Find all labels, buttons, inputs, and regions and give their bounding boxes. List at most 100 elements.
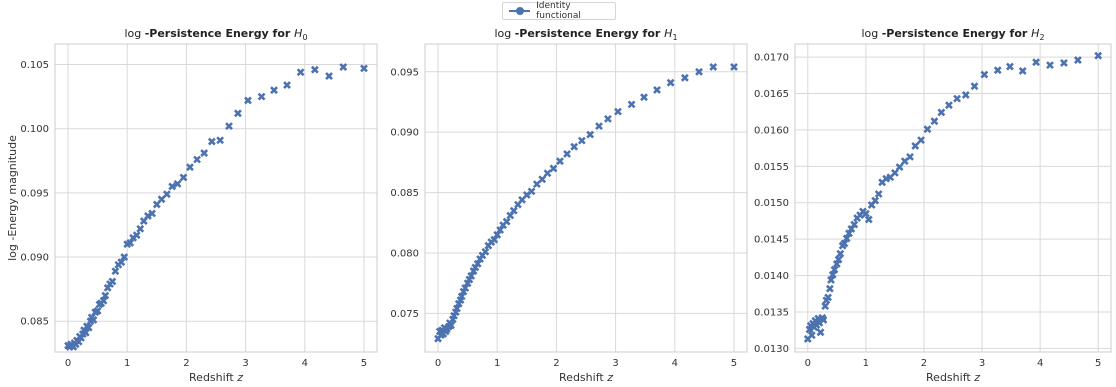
data-point [906, 152, 914, 161]
plot-area [425, 44, 747, 352]
data-point [270, 86, 278, 95]
data-point [148, 209, 156, 218]
data-point [1060, 59, 1068, 67]
legend-marker-dot [516, 7, 524, 15]
data-point [695, 67, 703, 76]
data-point [502, 217, 511, 226]
data-point [666, 78, 675, 87]
data-point [614, 107, 622, 116]
data-point [653, 85, 661, 94]
data-point [842, 234, 851, 243]
y-tick-label: 0.080 [390, 248, 419, 259]
y-tick-label: 0.090 [20, 253, 49, 264]
data-point [895, 163, 904, 171]
plot-frame [794, 43, 1112, 353]
data-point [453, 304, 461, 313]
data-point [132, 231, 141, 240]
data-point [563, 149, 571, 158]
y-axis-label: log -Energy magnitude [6, 135, 19, 261]
data-point [461, 284, 470, 292]
data-point [207, 137, 216, 146]
data-point [179, 173, 188, 182]
data-point [89, 315, 98, 324]
y-tick-label: 0.105 [20, 60, 49, 71]
data-point [1032, 58, 1040, 67]
data-point [832, 259, 841, 268]
data-point [473, 259, 482, 268]
y-tick-label: 0.075 [390, 309, 419, 320]
y-tick-label: 0.085 [20, 317, 49, 328]
x-tick-label: 1 [494, 358, 500, 369]
data-point [117, 258, 126, 267]
data-point [864, 215, 873, 224]
data-point [108, 277, 117, 286]
chart-title: log -Persistence Energy for H1 [494, 27, 677, 42]
data-point [836, 249, 845, 258]
data-point [961, 91, 970, 99]
data-point [570, 142, 579, 151]
x-tick-label: 0 [65, 358, 71, 369]
y-tick-label: 0.095 [20, 188, 49, 199]
chart-panel-0: 0 1 2 3 4 5 0.085 0.090 0.095 0.100 0.105 log -Pers… [6, 27, 378, 384]
chart-title: log -Persistence Energy for H0 [124, 27, 307, 42]
data-point [871, 196, 880, 205]
data-point [162, 190, 171, 199]
data-point [193, 155, 201, 164]
data-point [538, 175, 547, 184]
data-point [467, 271, 476, 280]
data-point [890, 168, 899, 177]
data-point [186, 163, 194, 172]
x-tick-label: 2 [921, 358, 927, 369]
data-point [168, 182, 177, 191]
x-tick-label: 0 [435, 358, 441, 369]
data-point [917, 136, 925, 145]
data-point [1006, 62, 1014, 71]
data-point [595, 122, 603, 131]
data-point [283, 81, 291, 89]
data-point [496, 226, 505, 234]
x-tick-label: 5 [731, 358, 737, 369]
data-point [1094, 51, 1103, 60]
x-tick-label: 3 [612, 358, 618, 369]
data-point [850, 220, 859, 229]
data-point [556, 157, 564, 166]
data-point [549, 164, 558, 173]
x-axis-label: Redshift z [189, 371, 243, 384]
data-point [339, 63, 348, 72]
plot-frame [54, 43, 378, 353]
plot-area [55, 44, 377, 352]
y-tick-label: 0.0150 [754, 198, 789, 209]
x-tick-label: 5 [1095, 358, 1101, 369]
data-point [845, 229, 853, 238]
data-point [993, 66, 1002, 75]
data-point [970, 82, 979, 91]
data-point [1046, 61, 1054, 70]
chart-panel-2: 0 1 2 3 4 5 0.0130 0.0135 0.0140 0.0145 0.0150 0.01… [754, 27, 1112, 384]
data-point [310, 65, 319, 74]
y-tick-label: 0.0140 [754, 271, 789, 282]
data-point [527, 187, 536, 196]
data-point [216, 136, 225, 145]
plot-frame [424, 43, 748, 353]
data-point [577, 136, 586, 145]
data-point [911, 142, 920, 150]
y-tick-label: 0.090 [390, 128, 419, 139]
data-point [834, 255, 843, 264]
y-tick-label: 0.0135 [754, 307, 789, 318]
x-tick-label: 0 [805, 358, 811, 369]
y-tick-label: 0.085 [390, 188, 419, 199]
x-tick-label: 5 [361, 358, 367, 369]
x-tick-label: 4 [1037, 358, 1043, 369]
data-point [111, 267, 120, 276]
x-tick-label: 3 [979, 358, 985, 369]
x-tick-label: 1 [863, 358, 869, 369]
data-point [257, 92, 266, 101]
data-point [825, 284, 834, 293]
legend-marker-line [509, 7, 531, 15]
data-point [821, 302, 830, 311]
data-point [157, 195, 166, 204]
data-point [824, 293, 833, 302]
data-point [840, 239, 849, 248]
data-point [325, 72, 333, 81]
